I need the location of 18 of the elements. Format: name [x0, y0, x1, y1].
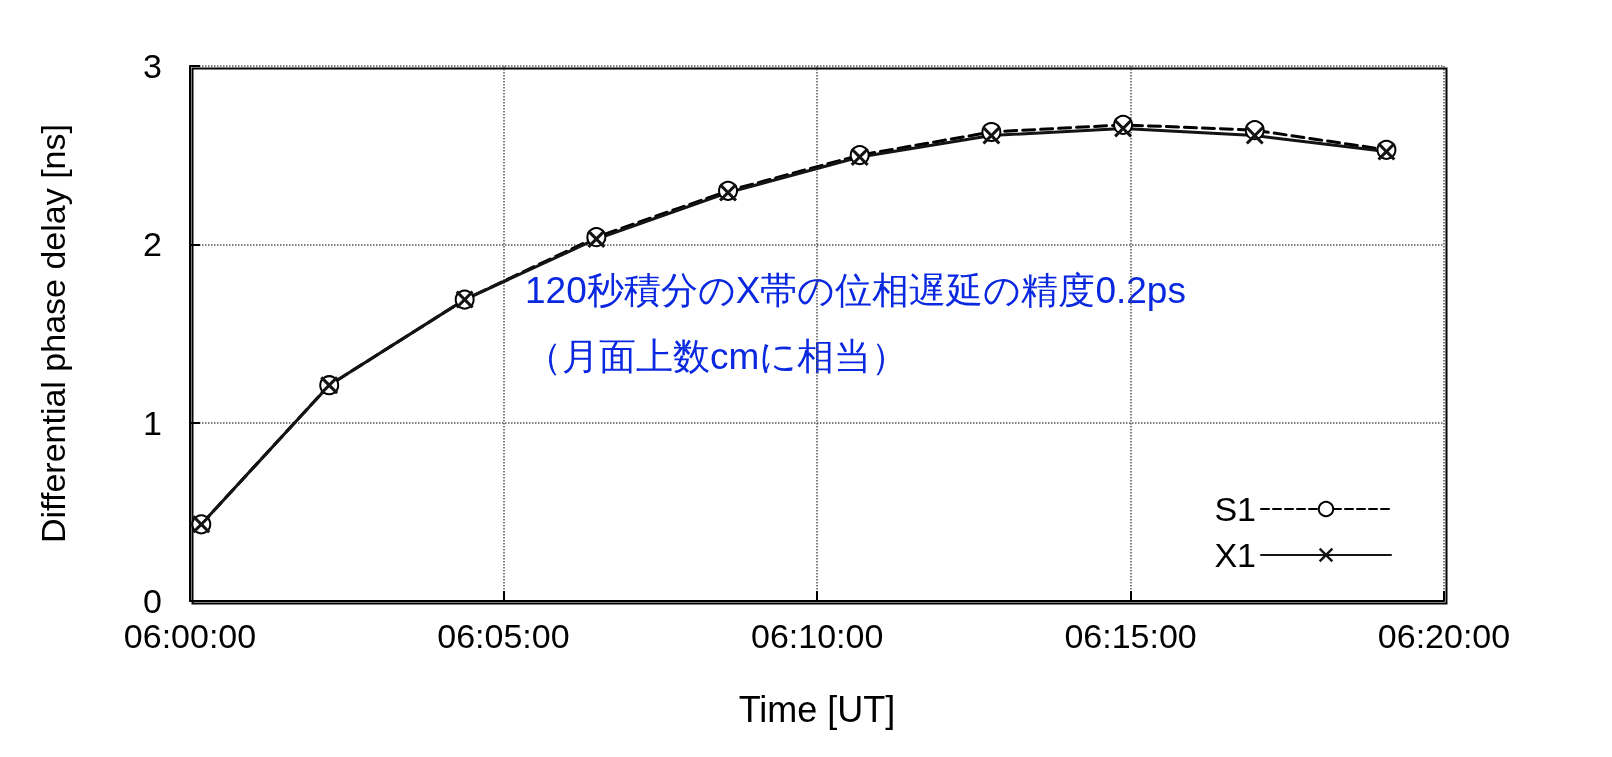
x-tick-label: 06:05:00: [437, 617, 570, 655]
annotation: （月面上数cmに相当）: [525, 336, 909, 377]
x-tick-label: 06:00:00: [123, 617, 257, 655]
y-tick-label: 3: [143, 47, 162, 85]
x-tick-label: 06:10:00: [751, 617, 884, 655]
y-tick-label: 0: [143, 582, 162, 620]
x-tick-label: 06:15:00: [1064, 617, 1197, 655]
legend-label: S1: [1214, 490, 1256, 528]
annotation: 120秒積分のX帯の位相遅延の精度0.2ps: [525, 270, 1186, 311]
y-axis-title: Differential phase delay [ns]: [34, 124, 72, 543]
x-tick-label: 06:20:00: [1377, 617, 1511, 655]
x-axis-title: Time [UT]: [738, 688, 896, 730]
point: [1245, 126, 1264, 145]
point: [1114, 119, 1133, 138]
legend-label: X1: [1214, 536, 1256, 574]
y-tick-label: 1: [143, 403, 162, 442]
y-tick-label: 2: [143, 225, 162, 264]
point: [982, 126, 1001, 145]
